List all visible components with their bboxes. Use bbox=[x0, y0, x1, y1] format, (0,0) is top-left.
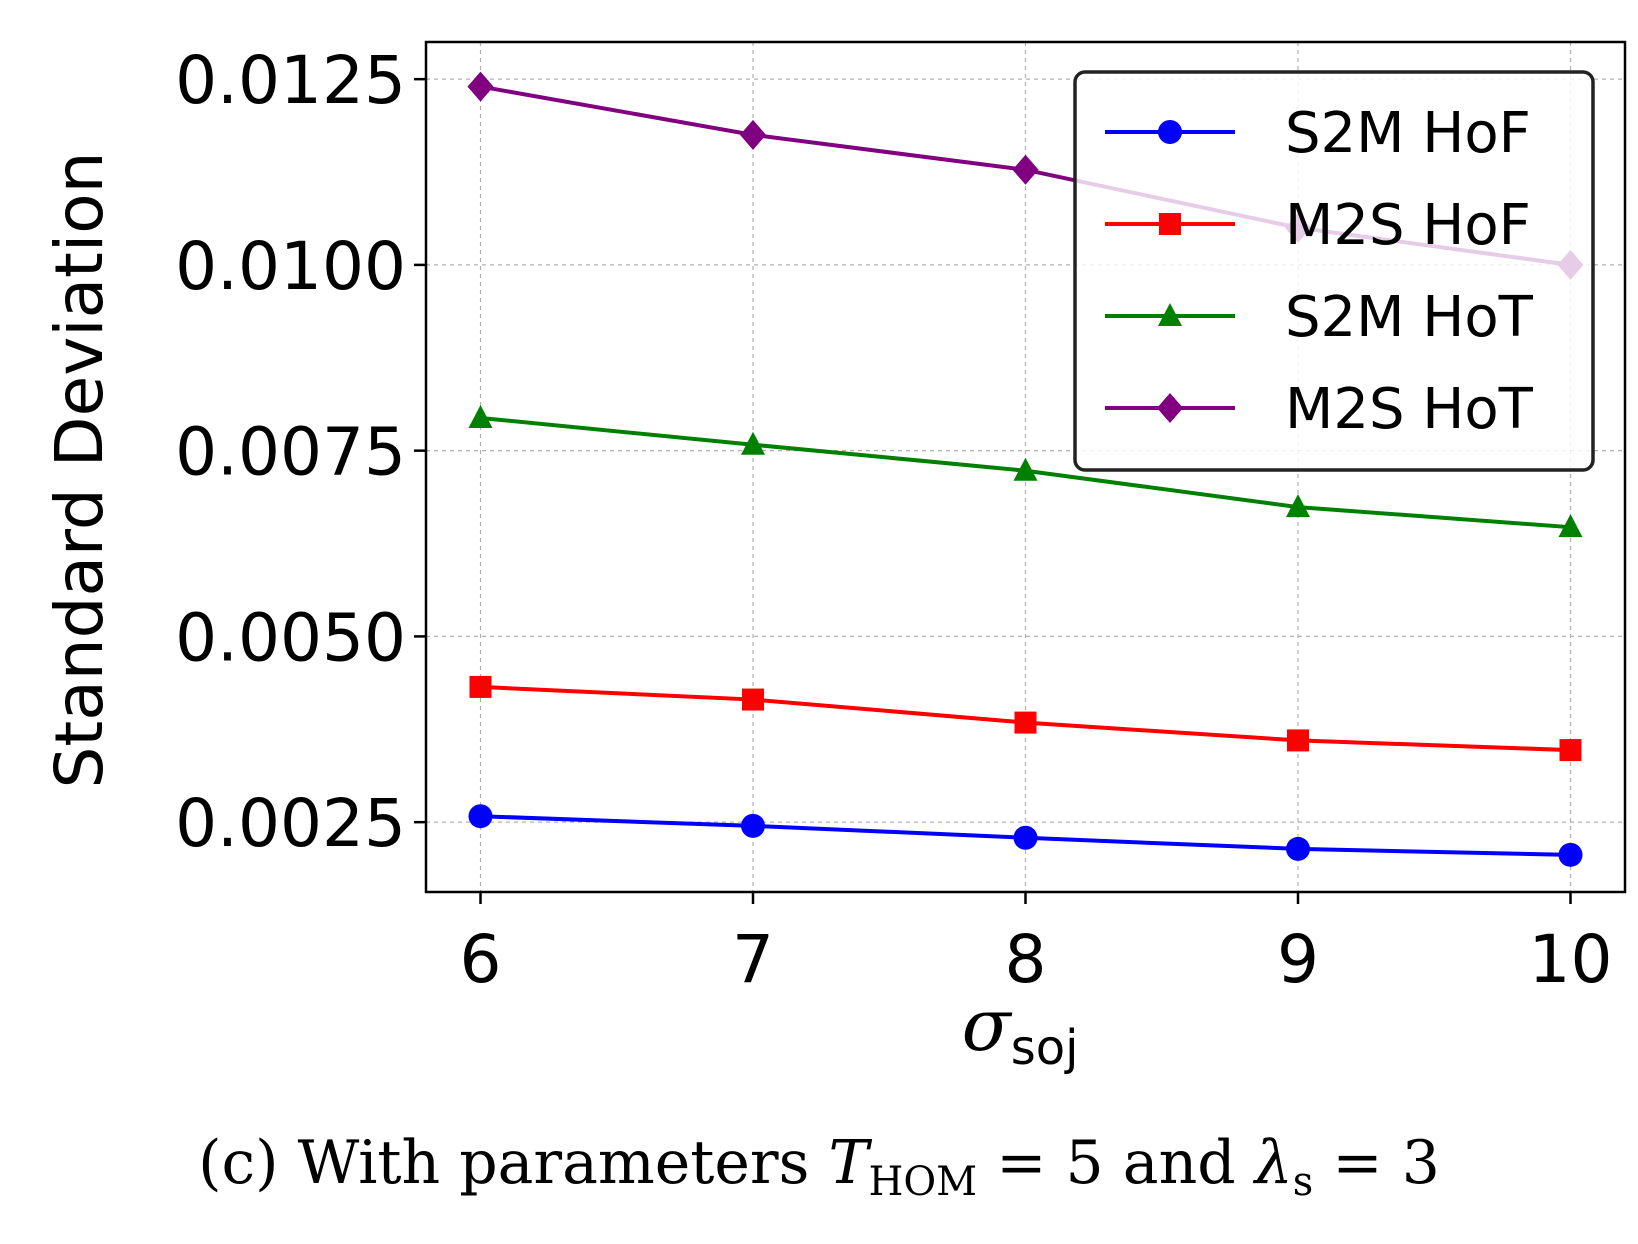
legend-marker-m2s-hof bbox=[1159, 213, 1181, 235]
legend-entry-s2m-hof: S2M HoF bbox=[1105, 101, 1531, 166]
data-point-m2s-hot bbox=[740, 119, 766, 150]
caption-t-eq: = 5 and bbox=[996, 1128, 1236, 1198]
data-point-s2m-hof bbox=[1558, 842, 1583, 867]
y-tick-label: 0.0050 bbox=[175, 599, 406, 676]
legend-marker-s2m-hof bbox=[1158, 120, 1182, 144]
data-point-m2s-hot bbox=[467, 71, 494, 102]
x-tick-label: 10 bbox=[1529, 921, 1613, 998]
data-point-m2s-hof bbox=[469, 675, 492, 698]
legend-entry-m2s-hof: M2S HoF bbox=[1105, 193, 1531, 258]
x-tick-label: 7 bbox=[732, 921, 774, 998]
legend-box bbox=[1073, 70, 1595, 472]
legend-marker-s2m-hot bbox=[1158, 303, 1182, 326]
data-point-s2m-hof bbox=[1286, 836, 1310, 861]
figure-caption: (c) With parameters THOM = 5 and λs = 3 bbox=[0, 1128, 1638, 1208]
caption-lambda-eq: = 3 bbox=[1332, 1128, 1440, 1198]
y-tick-label: 0.0100 bbox=[175, 228, 406, 305]
data-point-s2m-hof bbox=[468, 804, 493, 829]
data-point-s2m-hot bbox=[468, 404, 493, 428]
y-tick-label: 0.0125 bbox=[175, 42, 406, 119]
x-axis-title: σsoj bbox=[962, 983, 1079, 1076]
data-point-s2m-hot bbox=[1013, 457, 1038, 481]
data-point-s2m-hof bbox=[741, 813, 765, 838]
data-point-s2m-hot bbox=[1558, 514, 1583, 538]
caption-prefix: (c) bbox=[198, 1128, 279, 1198]
x-tick-label: 8 bbox=[1005, 921, 1047, 998]
data-point-m2s-hof bbox=[1559, 739, 1582, 762]
data-point-m2s-hof bbox=[1014, 711, 1037, 734]
y-tick-label: 0.0075 bbox=[175, 414, 406, 491]
data-point-s2m-hot bbox=[741, 431, 765, 455]
x-tick-label: 6 bbox=[460, 921, 502, 998]
caption-lambda-symbol: λ bbox=[1254, 1128, 1293, 1198]
caption-lambda-sub: s bbox=[1292, 1159, 1314, 1205]
y-axis-title: Standard Deviation bbox=[41, 152, 118, 789]
data-point-s2m-hof bbox=[1013, 825, 1038, 850]
x-axis-symbol: σ bbox=[962, 983, 1013, 1067]
series-s2m-hof bbox=[468, 804, 1583, 867]
series-group bbox=[467, 71, 1584, 867]
legend: S2M HoF M2S HoF S2M HoT M2S HoT bbox=[1073, 70, 1595, 472]
series-m2s-hof bbox=[469, 675, 1582, 762]
caption-text: With parameters bbox=[297, 1128, 810, 1198]
legend-label: M2S HoT bbox=[1285, 377, 1534, 442]
x-axis-subscript: soj bbox=[1011, 1020, 1079, 1076]
x-tick-label: 9 bbox=[1277, 921, 1319, 998]
caption-t-sub: HOM bbox=[868, 1159, 978, 1205]
legend-marker-m2s-hot bbox=[1157, 393, 1183, 423]
legend-label: S2M HoF bbox=[1285, 101, 1531, 166]
caption-t-symbol: T bbox=[828, 1128, 869, 1198]
series-s2m-hot bbox=[468, 404, 1583, 538]
legend-entry-s2m-hot: S2M HoT bbox=[1105, 285, 1534, 350]
y-tick-label: 0.0025 bbox=[175, 785, 406, 862]
axis-ticks: 6 7 8 9 10 0.0025 0.0050 0.0075 0.0100 0.0125 bbox=[175, 42, 1612, 998]
data-point-s2m-hot bbox=[1286, 494, 1310, 518]
line-chart: 6 7 8 9 10 0.0025 0.0050 0.0075 0.0100 0.0125 Sta… bbox=[41, 40, 1627, 1076]
legend-label: M2S HoF bbox=[1285, 193, 1531, 258]
data-point-m2s-hof bbox=[1287, 729, 1309, 752]
data-point-m2s-hof bbox=[742, 688, 764, 711]
data-point-m2s-hot bbox=[1012, 154, 1039, 185]
legend-entry-m2s-hot: M2S HoT bbox=[1105, 377, 1534, 442]
legend-label: S2M HoT bbox=[1285, 285, 1534, 350]
